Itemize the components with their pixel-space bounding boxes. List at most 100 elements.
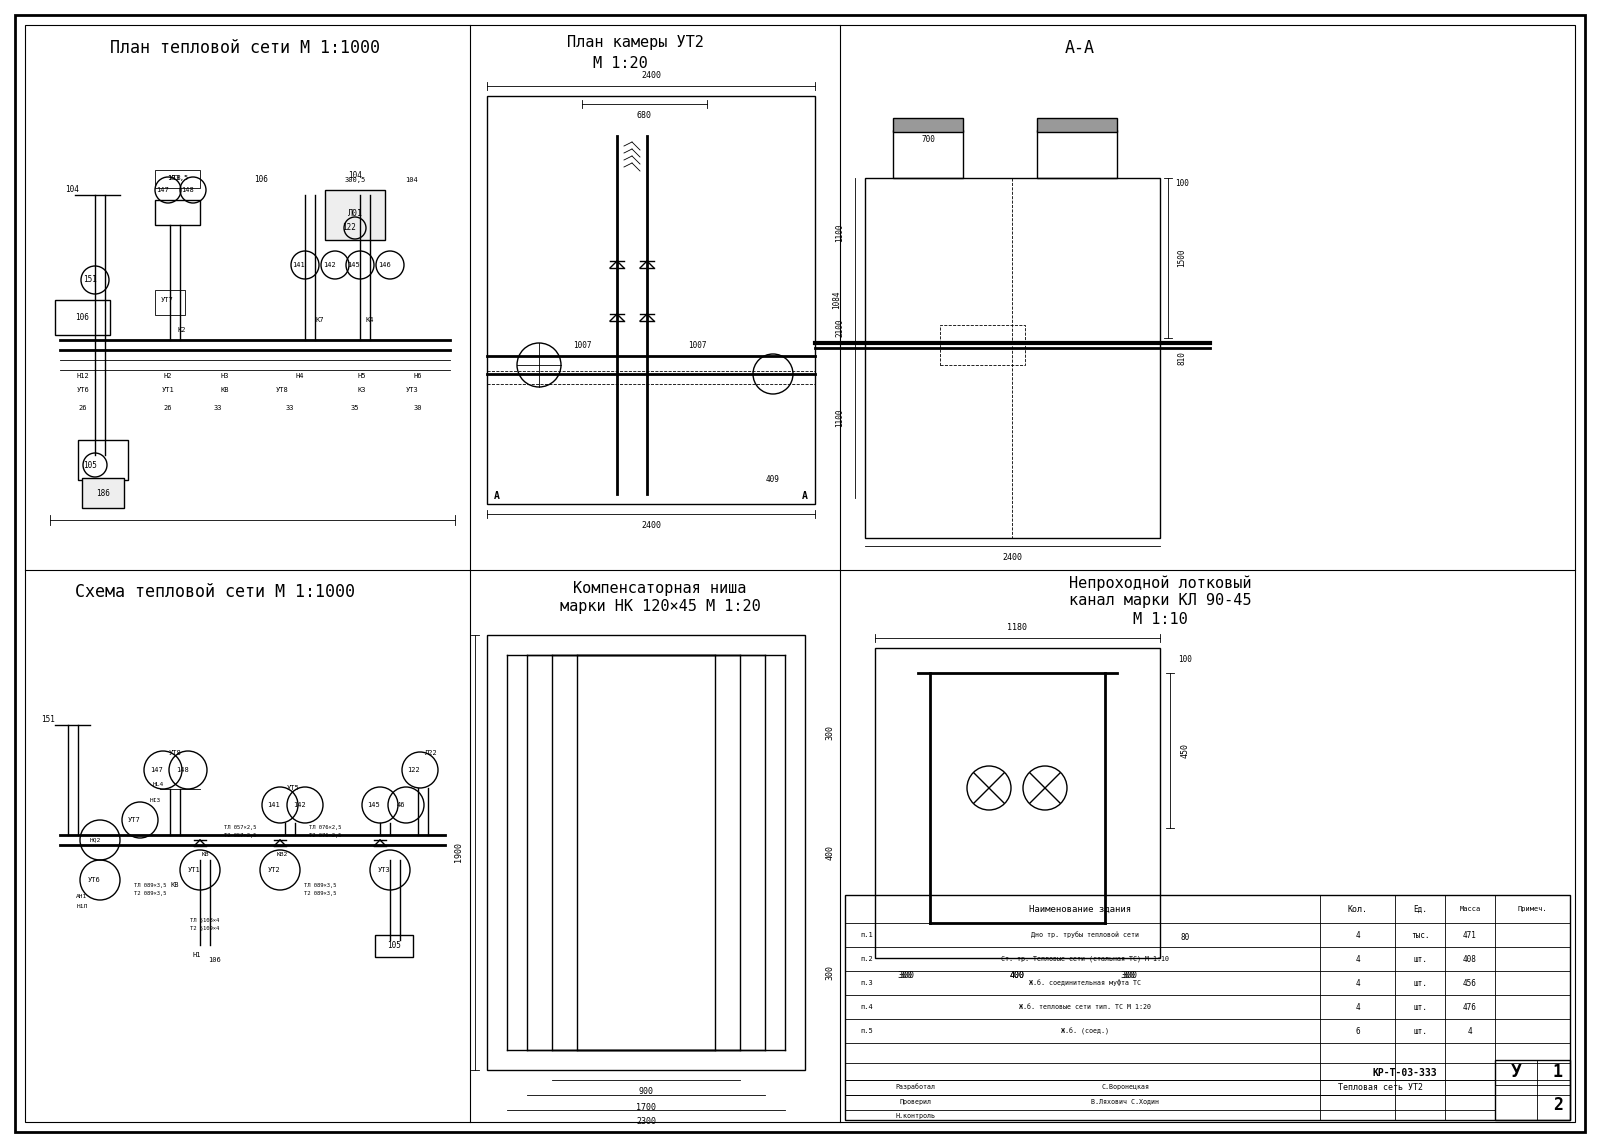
Text: 1500: 1500	[1178, 249, 1187, 267]
Text: 4: 4	[1467, 1027, 1472, 1036]
Text: Кол.: Кол.	[1347, 905, 1368, 913]
Text: п.5: п.5	[861, 1028, 874, 1033]
Text: 141: 141	[293, 262, 306, 268]
Text: УТ7: УТ7	[160, 297, 173, 303]
Text: НQ2: НQ2	[90, 837, 101, 843]
Text: УТ8: УТ8	[168, 175, 181, 181]
Text: М 1:20: М 1:20	[592, 55, 648, 70]
Text: 186: 186	[96, 489, 110, 498]
Text: Н6: Н6	[414, 373, 422, 379]
Text: 4: 4	[1355, 930, 1360, 939]
Text: 147: 147	[157, 187, 170, 193]
Bar	[54, 301, 110, 335]
Text: 400: 400	[1010, 972, 1024, 981]
Text: 1100: 1100	[835, 224, 845, 242]
Text: 33: 33	[214, 405, 222, 411]
Text: 300,5: 300,5	[344, 177, 366, 184]
Text: п.2: п.2	[861, 955, 874, 962]
Text: 33: 33	[286, 405, 294, 411]
Bar	[875, 648, 1160, 958]
Text: тыс.: тыс.	[1411, 930, 1429, 939]
Text: Н1Л: Н1Л	[77, 905, 88, 910]
Text: 300: 300	[898, 972, 912, 981]
Text: 300: 300	[899, 972, 915, 981]
Text: 100: 100	[1178, 655, 1192, 664]
Bar	[155, 170, 200, 188]
Text: У: У	[1510, 1063, 1522, 1080]
Text: Л01: Л01	[347, 209, 363, 218]
Text: Т2 089×3,5: Т2 089×3,5	[304, 890, 336, 896]
Text: 103,5: 103,5	[168, 175, 189, 181]
Text: 151: 151	[83, 275, 98, 284]
Text: 142: 142	[323, 262, 336, 268]
Text: шт.: шт.	[1413, 1002, 1427, 1012]
Text: УТ5: УТ5	[286, 785, 299, 791]
Text: п.3: п.3	[861, 980, 874, 986]
Text: Тепловая сеть УТ2: Тепловая сеть УТ2	[1338, 1084, 1422, 1092]
Text: 35: 35	[350, 405, 360, 411]
Text: 2400: 2400	[642, 522, 661, 531]
Text: 147: 147	[150, 767, 163, 773]
Text: Схема тепловой сети М 1:1000: Схема тепловой сети М 1:1000	[75, 583, 355, 601]
Text: Н3: Н3	[221, 373, 229, 379]
Text: Проверил: Проверил	[899, 1099, 931, 1105]
Text: М 1:10: М 1:10	[1133, 611, 1187, 626]
Text: ТЛ 076×2,5: ТЛ 076×2,5	[309, 826, 341, 830]
Text: УТ6: УТ6	[88, 877, 101, 883]
Text: 300: 300	[1120, 972, 1136, 981]
Text: Н5: Н5	[358, 373, 366, 379]
Text: 1100: 1100	[835, 408, 845, 427]
Text: Т2 076×2,5: Т2 076×2,5	[309, 834, 341, 838]
Text: 1900: 1900	[454, 842, 464, 863]
Text: 1007: 1007	[573, 342, 592, 351]
Text: 900: 900	[638, 1087, 653, 1097]
Text: УТ3: УТ3	[406, 387, 418, 393]
Text: Ст. тр. Тепловые сети (стальная ТС) М 1:10: Ст. тр. Тепловые сети (стальная ТС) М 1:…	[1002, 955, 1170, 962]
Text: 2400: 2400	[642, 71, 661, 80]
Text: Разработал: Разработал	[894, 1084, 934, 1091]
Text: 2100: 2100	[835, 319, 845, 337]
Bar	[1494, 1060, 1570, 1119]
Text: 104: 104	[406, 177, 418, 184]
Text: КВ: КВ	[202, 852, 208, 858]
Text: 146: 146	[379, 262, 392, 268]
Text: УТ8: УТ8	[275, 387, 288, 393]
Text: АН1: АН1	[77, 895, 88, 899]
Text: Примеч.: Примеч.	[1517, 906, 1547, 912]
Text: 1700: 1700	[637, 1102, 656, 1111]
Bar	[325, 190, 386, 240]
Bar	[78, 440, 128, 479]
Text: 450: 450	[1181, 743, 1189, 758]
Text: 456: 456	[1462, 978, 1477, 988]
Text: Т2 089×3,5: Т2 089×3,5	[134, 890, 166, 896]
Text: 4: 4	[1355, 954, 1360, 963]
Text: канал марки КЛ 90-45: канал марки КЛ 90-45	[1069, 593, 1251, 609]
Text: 2300: 2300	[637, 1117, 656, 1126]
Text: КВ2: КВ2	[277, 852, 288, 858]
Text: НIЗ: НIЗ	[149, 797, 160, 803]
Text: 1: 1	[1554, 1063, 1563, 1080]
Text: КВ: КВ	[221, 387, 229, 393]
Text: 400: 400	[1010, 972, 1024, 981]
Text: КВ: КВ	[171, 882, 179, 888]
Text: Т2 057×2,5: Т2 057×2,5	[224, 834, 256, 838]
Text: 4: 4	[1355, 1002, 1360, 1012]
Text: УТ7: УТ7	[128, 817, 141, 824]
Text: А: А	[494, 491, 499, 501]
Text: 6: 6	[1355, 1027, 1360, 1036]
Text: 1180: 1180	[1006, 624, 1027, 632]
Text: Н12: Н12	[77, 373, 90, 379]
Text: 471: 471	[1462, 930, 1477, 939]
Bar	[486, 96, 814, 504]
Text: 142: 142	[294, 802, 306, 807]
Text: 400: 400	[826, 844, 835, 859]
Text: 46: 46	[397, 802, 405, 807]
Bar	[866, 178, 1160, 538]
Text: 145: 145	[368, 802, 381, 807]
Bar	[486, 635, 805, 1070]
Bar	[893, 118, 963, 132]
Bar	[155, 290, 186, 315]
Text: Н1: Н1	[192, 952, 202, 958]
Bar	[82, 478, 125, 508]
Text: 409: 409	[766, 475, 779, 484]
